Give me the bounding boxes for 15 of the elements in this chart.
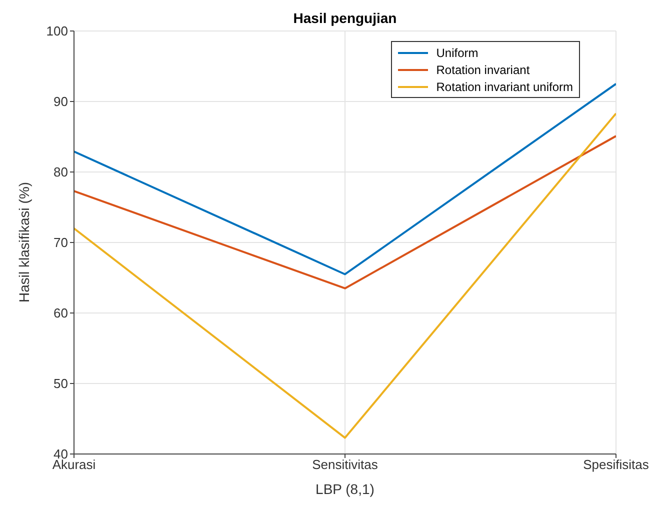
y-tick-label: 90 <box>54 94 68 110</box>
x-tick-label: Sensitivitas <box>312 457 378 472</box>
y-tick-label: 60 <box>54 306 68 321</box>
y-axis-title: Hasil klasifikasi (%) <box>16 182 32 302</box>
y-tick-label: 50 <box>54 376 68 392</box>
legend-label: Rotation invariant <box>436 62 530 76</box>
y-tick-label: 70 <box>54 235 68 250</box>
y-tick-label: 100 <box>46 24 68 39</box>
x-tick-label: Akurasi <box>52 457 96 472</box>
legend-label: Rotation invariant uniform <box>436 80 573 94</box>
x-tick-label: Spesifisitas <box>583 457 650 472</box>
chart-title: Hasil pengujian <box>293 10 397 26</box>
x-axis-title: LBP (8,1) <box>316 481 374 497</box>
legend-label: Uniform <box>436 46 478 60</box>
y-tick-label: 80 <box>54 164 68 180</box>
